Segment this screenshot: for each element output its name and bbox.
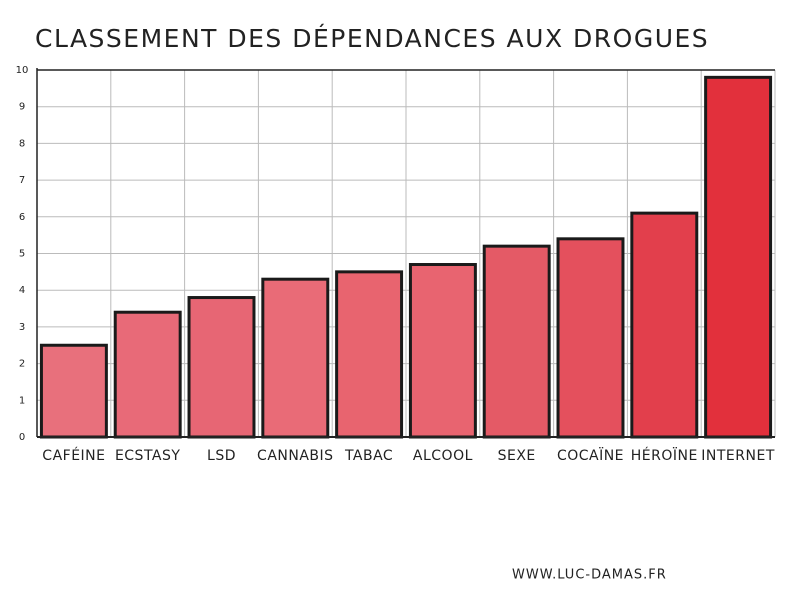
y-tick-label: 4 [19,285,25,296]
bar [335,270,404,439]
x-tick-label: CANNABIS [257,448,334,464]
x-tick-label: CAFÉINE [42,447,105,464]
x-tick-label: HÉROÏNE [631,446,698,464]
x-tick-label: COCAÏNE [557,446,624,464]
bar [630,211,699,439]
x-tick-label: LSD [207,448,236,464]
bar [556,237,625,439]
chart-title: CLASSEMENT DES DÉPENDANCES AUX DROGUES [35,24,709,53]
bar [187,296,256,439]
y-tick-label: 7 [19,175,25,186]
bar [261,277,330,439]
y-tick-label: 5 [19,249,25,260]
x-tick-label: SEXE [498,448,536,464]
y-tick-label: 8 [19,138,25,149]
bar [39,343,108,439]
y-tick-label: 9 [19,102,25,113]
y-tick-label: 3 [19,322,25,333]
y-tick-label: 0 [19,432,25,443]
y-tick-label: 10 [16,65,29,76]
bar [704,75,773,439]
x-tick-label: TABAC [344,448,393,464]
x-tick-label: INTERNET [701,448,775,464]
footer: WWW.LUC-DAMAS.FR [512,568,667,583]
y-tick-label: 2 [19,359,25,370]
bar [408,263,477,439]
y-tick-label: 1 [19,395,25,406]
x-tick-label: ALCOOL [413,448,473,464]
bar [113,310,182,439]
x-tick-label: ECSTASY [115,448,181,464]
bar [482,244,551,439]
y-tick-label: 6 [19,212,25,223]
